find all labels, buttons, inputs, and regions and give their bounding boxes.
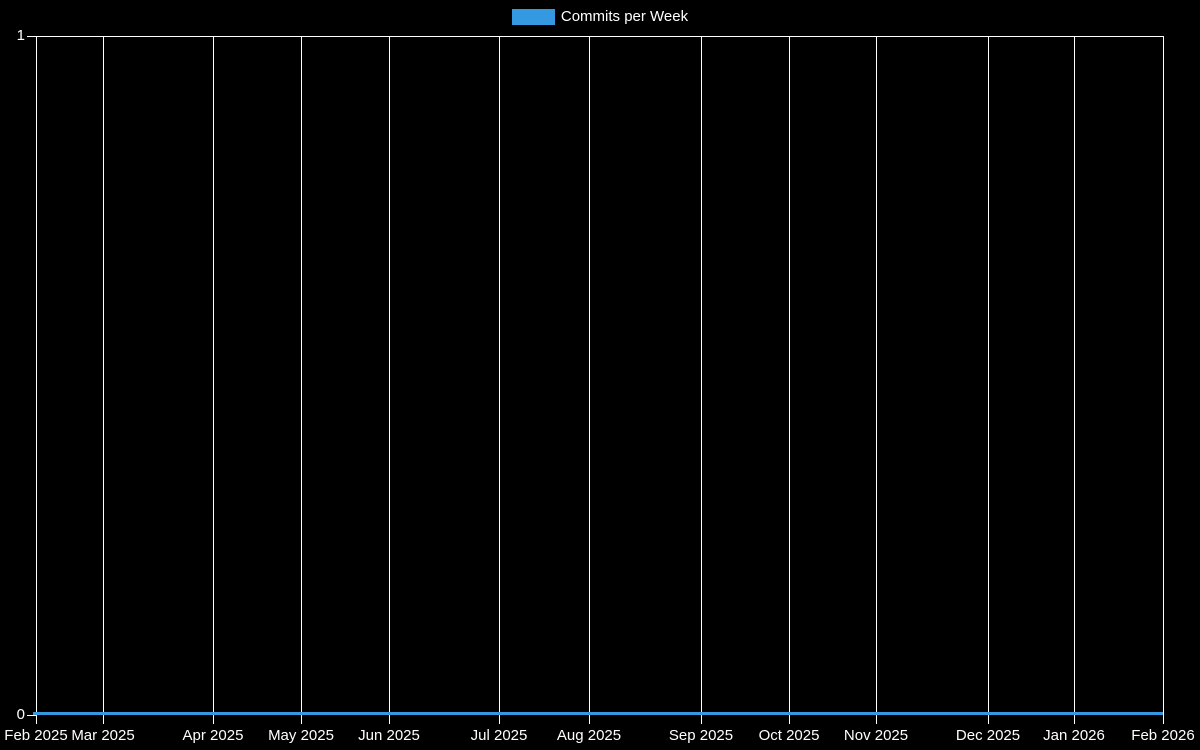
x-gridline <box>499 36 500 724</box>
y-tick-label: 0 <box>16 706 25 723</box>
x-gridline <box>789 36 790 724</box>
x-tick-label: Feb 2025 <box>4 727 68 744</box>
x-tick-label: Nov 2025 <box>843 727 909 744</box>
y-tick-label: 1 <box>16 27 25 44</box>
x-gridline <box>213 36 214 724</box>
x-gridline <box>701 36 702 724</box>
x-tick-label: Jan 2026 <box>1043 727 1105 744</box>
legend-color-swatch <box>511 9 555 25</box>
x-tick-label: Sep 2025 <box>668 727 734 744</box>
x-gridline <box>988 36 989 724</box>
x-tick-label: Jul 2025 <box>470 727 528 744</box>
x-tick-label: Mar 2025 <box>71 727 135 744</box>
x-gridline <box>1163 36 1164 724</box>
legend-label: Commits per Week <box>560 8 689 25</box>
x-tick-label: Oct 2025 <box>758 727 820 744</box>
x-gridline <box>876 36 877 724</box>
x-tick-label: Jun 2025 <box>358 727 420 744</box>
chart-legend-item[interactable]: Commits per Week <box>0 8 1200 26</box>
x-tick-label: Apr 2025 <box>182 727 244 744</box>
x-tick-label: Aug 2025 <box>556 727 622 744</box>
x-gridline <box>1074 36 1075 724</box>
y-gridline-1 <box>27 36 1164 37</box>
x-gridline <box>389 36 390 724</box>
y-tick-0 <box>27 715 37 716</box>
series-line-commits-per-week <box>33 712 1163 715</box>
x-gridline <box>301 36 302 724</box>
x-tick-label: Feb 2026 <box>1131 727 1195 744</box>
x-gridline <box>103 36 104 724</box>
x-tick-label: Dec 2025 <box>955 727 1021 744</box>
x-gridline <box>589 36 590 724</box>
x-tick-label: May 2025 <box>268 727 334 744</box>
x-gridline <box>36 36 37 724</box>
